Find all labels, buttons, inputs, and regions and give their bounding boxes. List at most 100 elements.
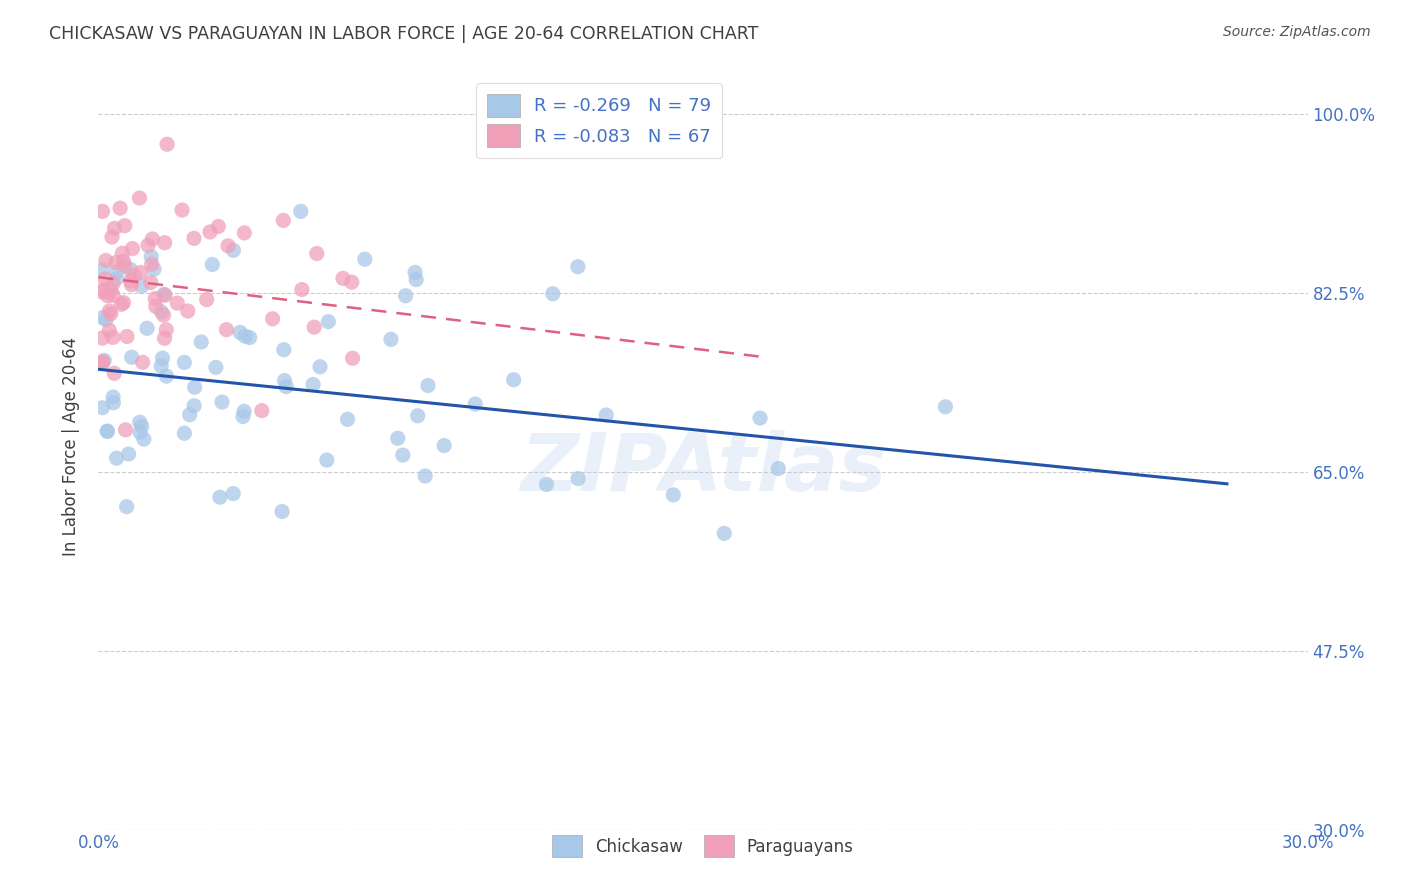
Chickasaw xyxy=(96,425,118,439)
Paraguayans xyxy=(91,331,114,345)
Chickasaw xyxy=(464,397,486,411)
Paraguayans xyxy=(101,330,124,344)
Chickasaw xyxy=(233,329,256,343)
Paraguayans xyxy=(136,238,159,252)
Paraguayans xyxy=(153,288,176,302)
Chickasaw xyxy=(502,373,524,387)
Paraguayans xyxy=(156,137,179,152)
Paraguayans xyxy=(91,285,114,300)
Chickasaw xyxy=(152,351,174,366)
Paraguayans xyxy=(153,235,176,250)
Paraguayans xyxy=(195,293,218,307)
Paraguayans xyxy=(217,239,239,253)
Chickasaw xyxy=(222,486,245,500)
Chickasaw xyxy=(406,409,429,423)
Paraguayans xyxy=(91,355,114,369)
Chickasaw xyxy=(541,286,564,301)
Paraguayans xyxy=(100,307,122,321)
Chickasaw xyxy=(132,432,155,446)
Chickasaw xyxy=(173,355,195,369)
Chickasaw xyxy=(93,353,115,368)
Paraguayans xyxy=(291,283,314,297)
Chickasaw xyxy=(273,343,295,357)
Chickasaw xyxy=(121,350,143,364)
Chickasaw xyxy=(208,490,231,504)
Paraguayans xyxy=(332,271,354,285)
Chickasaw xyxy=(749,411,772,425)
Paraguayans xyxy=(104,255,127,269)
Chickasaw xyxy=(404,265,426,279)
Chickasaw xyxy=(315,453,337,467)
Paraguayans xyxy=(98,304,121,318)
Chickasaw xyxy=(433,439,456,453)
Paraguayans xyxy=(108,201,131,215)
Paraguayans xyxy=(103,288,125,302)
Paraguayans xyxy=(155,323,177,337)
Chickasaw xyxy=(183,380,205,394)
Paraguayans xyxy=(97,289,120,303)
Paraguayans xyxy=(101,230,124,244)
Chickasaw xyxy=(233,404,256,418)
Chickasaw xyxy=(91,401,114,415)
Chickasaw xyxy=(131,279,153,293)
Chickasaw xyxy=(179,408,201,422)
Chickasaw xyxy=(96,312,118,326)
Paraguayans xyxy=(115,329,138,343)
Chickasaw xyxy=(302,377,325,392)
Chickasaw xyxy=(536,477,558,491)
Paraguayans xyxy=(98,323,121,337)
Paraguayans xyxy=(177,304,200,318)
Paraguayans xyxy=(131,355,153,369)
Legend: Chickasaw, Paraguayans: Chickasaw, Paraguayans xyxy=(546,829,860,863)
Chickasaw xyxy=(105,265,128,279)
Chickasaw xyxy=(173,426,195,441)
Chickasaw xyxy=(394,289,416,303)
Paraguayans xyxy=(103,221,125,235)
Paraguayans xyxy=(183,231,205,245)
Chickasaw xyxy=(183,399,205,413)
Paraguayans xyxy=(143,292,166,306)
Paraguayans xyxy=(250,403,273,417)
Paraguayans xyxy=(302,320,325,334)
Chickasaw xyxy=(353,252,375,267)
Y-axis label: In Labor Force | Age 20-64: In Labor Force | Age 20-64 xyxy=(62,336,80,556)
Text: ZIPAtlas: ZIPAtlas xyxy=(520,430,886,508)
Chickasaw xyxy=(141,250,163,264)
Paraguayans xyxy=(262,311,284,326)
Chickasaw xyxy=(91,262,114,277)
Chickasaw xyxy=(273,374,295,388)
Paraguayans xyxy=(215,323,238,337)
Chickasaw xyxy=(143,262,166,277)
Chickasaw xyxy=(190,334,212,349)
Chickasaw xyxy=(232,409,254,424)
Paraguayans xyxy=(110,297,132,311)
Chickasaw xyxy=(336,412,359,426)
Chickasaw xyxy=(129,425,152,440)
Chickasaw xyxy=(91,310,114,325)
Chickasaw xyxy=(150,305,173,319)
Paraguayans xyxy=(100,284,122,298)
Paraguayans xyxy=(139,276,162,290)
Chickasaw xyxy=(380,332,402,346)
Chickasaw xyxy=(205,360,228,375)
Paraguayans xyxy=(94,253,117,268)
Paraguayans xyxy=(103,366,125,380)
Chickasaw xyxy=(115,500,138,514)
Chickasaw xyxy=(413,469,436,483)
Paraguayans xyxy=(128,191,150,205)
Chickasaw xyxy=(128,415,150,429)
Paraguayans xyxy=(340,275,363,289)
Paraguayans xyxy=(91,283,114,297)
Chickasaw xyxy=(101,390,124,404)
Paraguayans xyxy=(305,246,328,260)
Chickasaw xyxy=(105,451,128,466)
Chickasaw xyxy=(416,378,439,392)
Paraguayans xyxy=(342,351,364,366)
Chickasaw xyxy=(105,271,128,285)
Paraguayans xyxy=(111,246,134,260)
Chickasaw xyxy=(103,395,125,409)
Paraguayans xyxy=(122,268,145,283)
Chickasaw xyxy=(713,526,735,541)
Paraguayans xyxy=(129,265,152,279)
Chickasaw xyxy=(276,379,298,393)
